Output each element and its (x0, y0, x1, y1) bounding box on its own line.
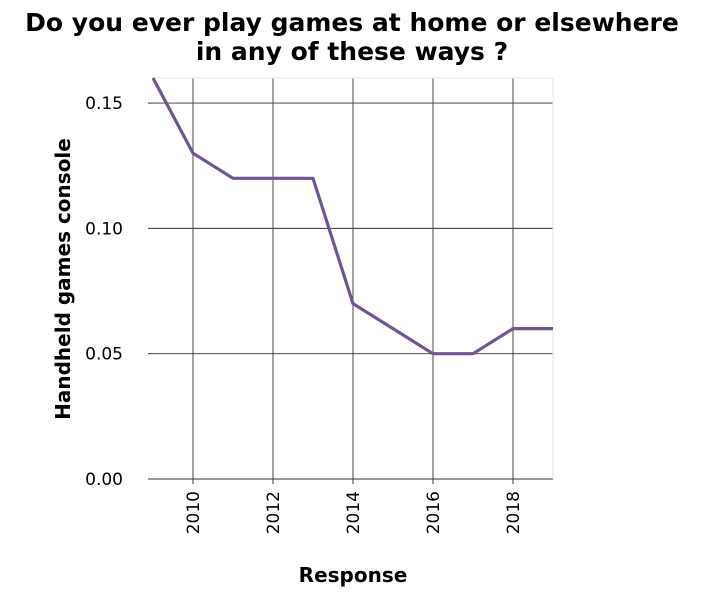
y-tick-label: 0.05 (85, 345, 123, 365)
x-tick-label: 2012 (264, 491, 284, 534)
series-line (151, 77, 553, 356)
series-layer (151, 77, 553, 356)
x-axis-label: Response (299, 563, 408, 587)
x-axis-ticks: 2010 2012 2014 2016 2018 (184, 479, 524, 534)
y-axis-label: Handheld games console (51, 138, 75, 420)
x-tick-label: 2010 (184, 491, 204, 534)
x-tick-label: 2016 (424, 491, 444, 534)
x-tick-label: 2018 (504, 491, 524, 534)
y-tick-label: 0.10 (85, 219, 123, 239)
x-tick-label: 2014 (344, 491, 364, 534)
y-axis-ticks: 0.00 0.05 0.10 0.15 (85, 94, 153, 490)
y-tick-label: 0.15 (85, 94, 123, 114)
plot-frame (153, 77, 554, 479)
chart-title-line-1: Do you ever play games at home or elsewh… (25, 8, 679, 37)
grid (153, 78, 553, 480)
y-tick-label: 0.00 (85, 470, 123, 490)
chart-title-line-2: in any of these ways ? (196, 37, 508, 66)
